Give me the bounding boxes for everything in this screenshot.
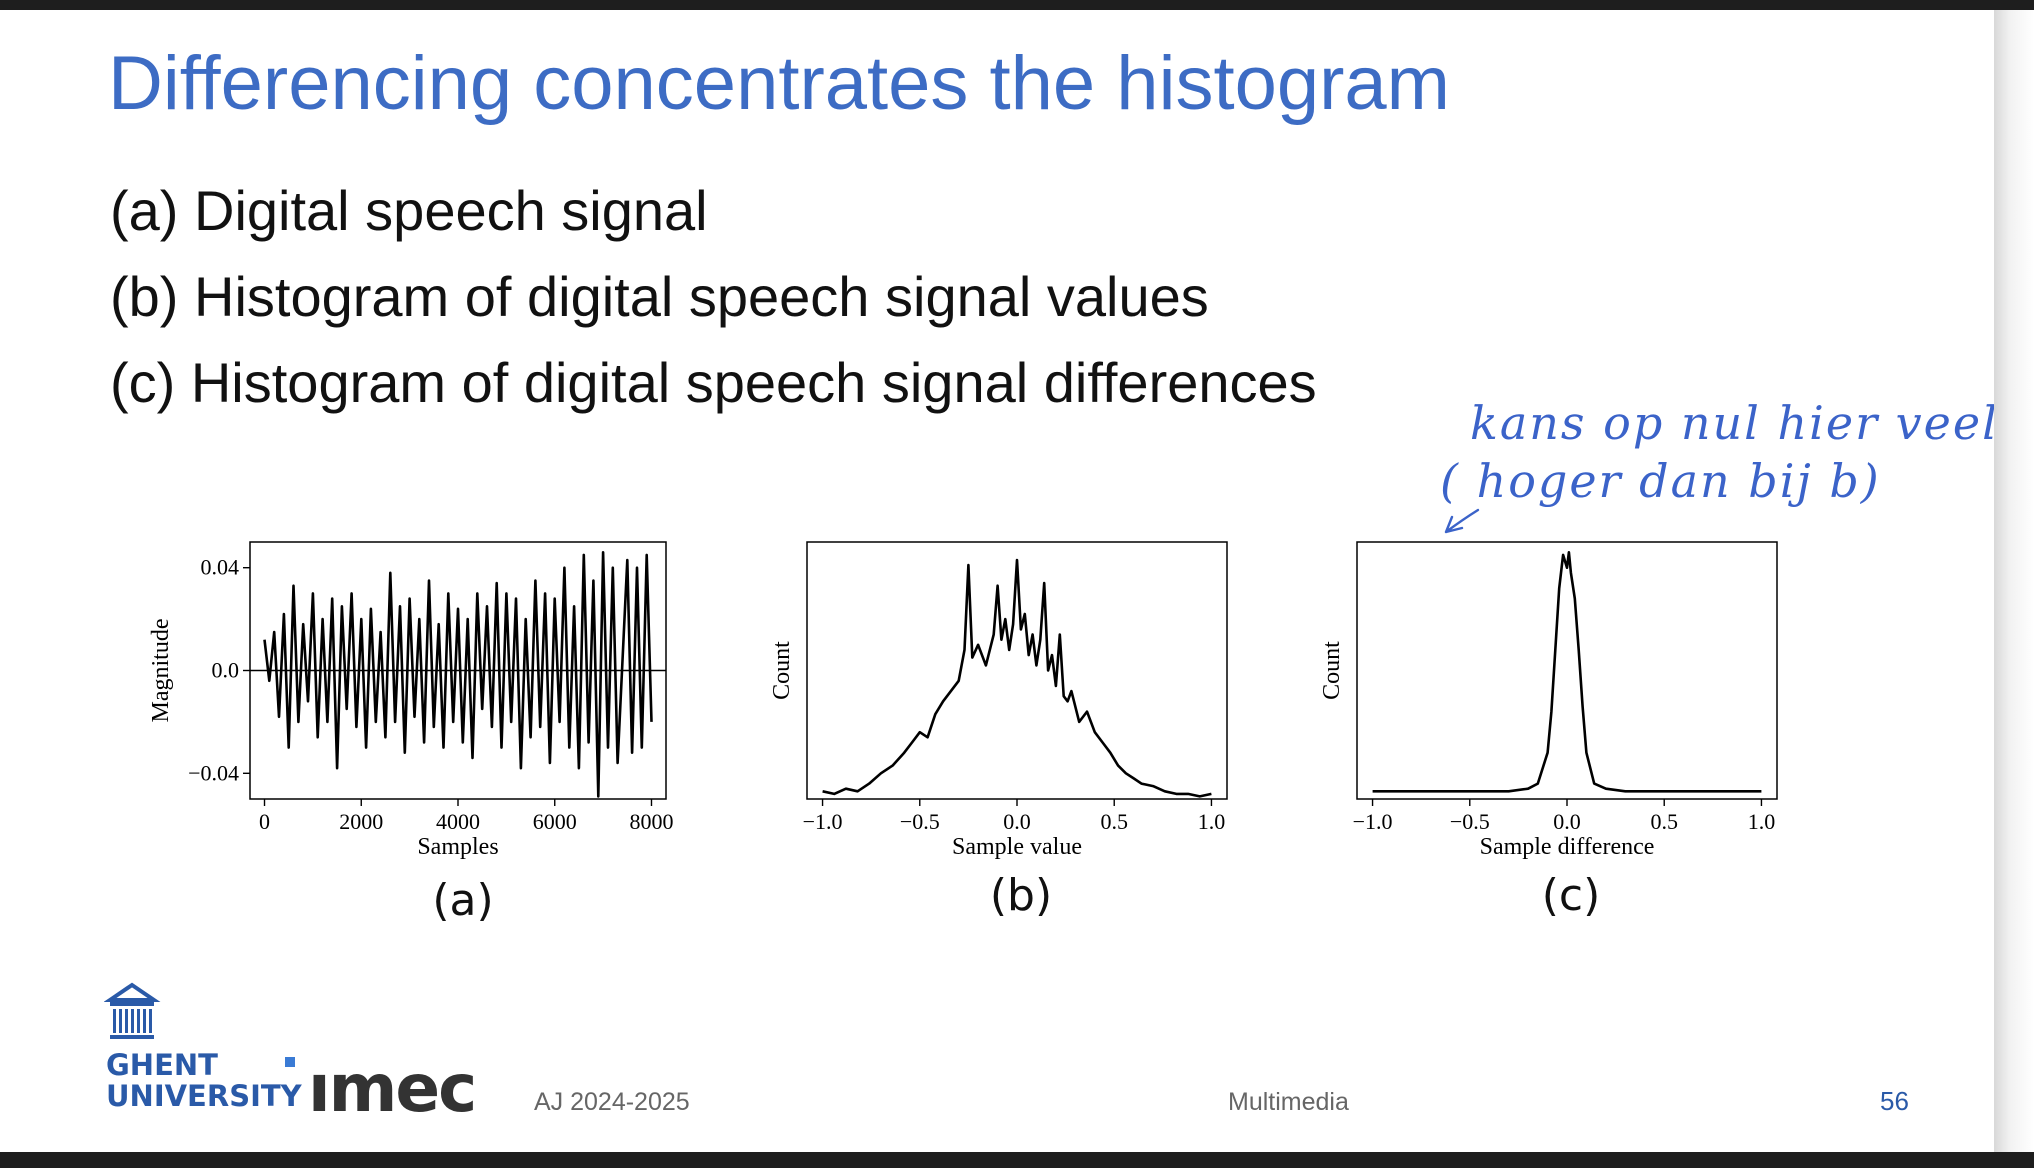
chart-2-xtick-label-2: 0.0	[1553, 809, 1581, 834]
chart-1-ylabel: Count	[769, 641, 795, 700]
chart-0-xtick-label-1: 2000	[339, 809, 383, 834]
imec-dot-icon	[285, 1057, 295, 1067]
ghent-university-logo-icon	[104, 982, 161, 1039]
chart-0-ytick-label-0: 0.04	[201, 555, 240, 580]
bullet-item-b: (b) Histogram of digital speech signal v…	[110, 265, 1209, 328]
chart-2-xlabel: Sample difference	[1480, 834, 1655, 860]
figure-charts: 0 2000 4000 6000 8000 0.04 0.0 −0.04 Samples Magn…	[148, 508, 1778, 860]
chart-2-ylabel: Count	[1319, 641, 1345, 700]
chart-0-ylabel: Magnitude	[148, 619, 174, 723]
chart-2-plot-frame	[1356, 541, 1778, 800]
handwritten-note-line-2: ( hoger dan bij b)	[1440, 454, 1881, 508]
panel-label-c: (c)	[1541, 870, 1601, 921]
bullet-item-c: (c) Histogram of digital speech signal d…	[110, 351, 1317, 414]
chart-1-xtick-label-1: −0.5	[900, 809, 940, 834]
chart-1-series-line	[822, 558, 1212, 798]
chart-2-xtick-label-4: 1.0	[1748, 809, 1776, 834]
chart-1-xlabel: Sample value	[952, 834, 1082, 860]
chart-0-ytick-label-2: −0.04	[188, 760, 239, 785]
chart-2-xtick-label-0: −1.0	[1353, 809, 1393, 834]
footer-course: Multimedia	[1228, 1088, 1349, 1116]
footer-year: AJ 2024-2025	[534, 1088, 690, 1116]
chart-1-xtick-label-4: 1.0	[1198, 809, 1226, 834]
chart-0-ytick-label-1: 0.0	[212, 658, 240, 683]
chart-0-series-line	[263, 551, 653, 798]
imec-logo: ımec	[308, 1050, 477, 1127]
chart-0-xtick-label-3: 6000	[533, 809, 577, 834]
chart-1-xtick-label-0: −1.0	[803, 809, 843, 834]
slide: Differencing concentrates the histogram …	[0, 10, 1994, 1152]
chart-1-xtick-label-2: 0.0	[1003, 809, 1031, 834]
handwritten-arrow-icon	[1444, 508, 1480, 534]
handwritten-note-line-1: kans op nul hier veel	[1470, 396, 1994, 450]
window-edge-shadow	[1994, 10, 2034, 1152]
university-name-line-2: UNIVERSITY	[106, 1079, 302, 1113]
chart-0-xtick-label-4: 8000	[629, 809, 673, 834]
chart-0-xlabel: Samples	[417, 834, 498, 860]
chart-0-xtick-label-2: 4000	[436, 809, 480, 834]
bullet-list: (a) Digital speech signal (b) Histogram …	[110, 178, 1317, 436]
chart-2-series-line	[1372, 551, 1762, 793]
page-number: 56	[1880, 1086, 1909, 1116]
slide-title: Differencing concentrates the histogram	[108, 41, 1450, 126]
chart-2-xtick-label-1: −0.5	[1450, 809, 1490, 834]
panel-label-a: (a)	[432, 875, 494, 926]
chart-1-xtick-label-3: 0.5	[1100, 809, 1128, 834]
bullet-item-a: (a) Digital speech signal	[110, 179, 708, 242]
chart-0-xtick-label-0: 0	[259, 809, 270, 834]
panel-label-b: (b)	[989, 870, 1053, 921]
university-name: GHENT UNIVERSITY	[106, 1050, 302, 1112]
chart-2-xtick-label-3: 0.5	[1650, 809, 1678, 834]
university-name-line-1: GHENT	[106, 1048, 218, 1082]
